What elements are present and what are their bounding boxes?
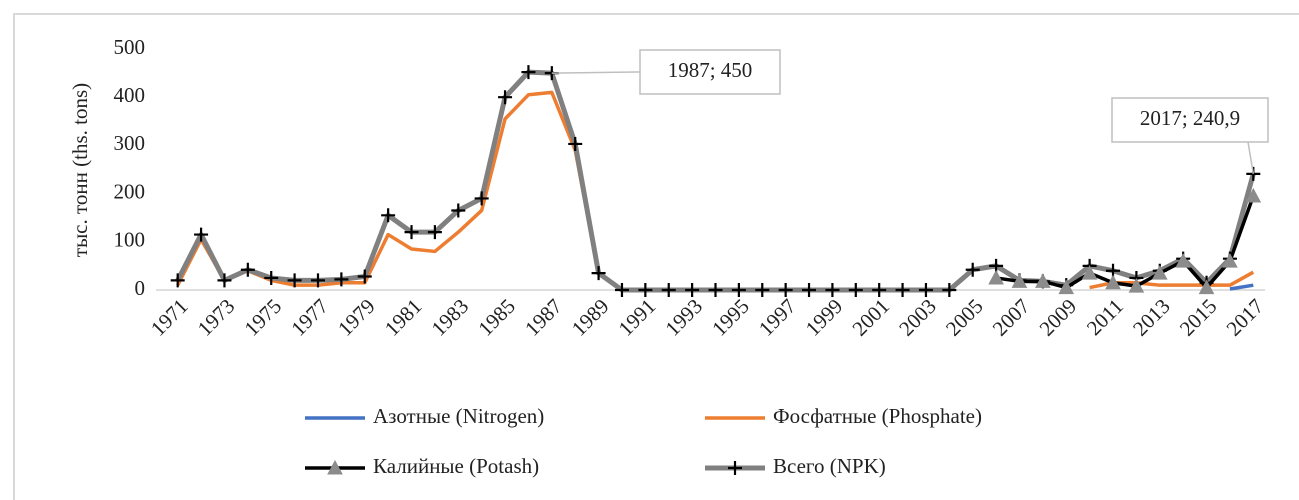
x-tick-label: 1987 xyxy=(520,294,567,341)
data-point xyxy=(287,273,302,288)
data-point xyxy=(825,283,840,297)
data-point xyxy=(802,283,817,297)
x-tick-label: 1975 xyxy=(239,294,286,341)
data-point xyxy=(848,283,863,297)
legend-label: Фосфатные (Phosphate) xyxy=(773,404,982,428)
x-tick-label: 1985 xyxy=(473,294,520,341)
data-point xyxy=(895,283,910,297)
x-tick-label: 1999 xyxy=(801,294,848,341)
data-point xyxy=(264,270,279,285)
legend-label: Всего (NPK) xyxy=(773,454,886,478)
data-point xyxy=(1222,253,1238,268)
data-point xyxy=(685,283,700,297)
data-point xyxy=(1128,278,1145,293)
data-point xyxy=(310,273,325,288)
annotation-text: 2017; 240,9 xyxy=(1140,106,1240,130)
data-point xyxy=(778,283,793,297)
y-tick-label: 200 xyxy=(114,179,146,203)
x-tick-label: 2009 xyxy=(1035,294,1082,341)
y-axis-label: тыс. тонн (ths. tons) xyxy=(68,83,92,257)
x-tick-label: 1983 xyxy=(427,294,474,341)
legend-marker xyxy=(327,459,343,475)
data-point xyxy=(194,227,209,242)
x-tick-label: 1973 xyxy=(193,294,240,341)
data-point xyxy=(334,272,349,287)
annotation-box xyxy=(639,49,781,95)
data-point xyxy=(614,283,629,297)
data-point xyxy=(1175,253,1191,268)
data-point xyxy=(357,269,372,284)
data-point xyxy=(381,208,396,223)
x-tick-label: 1981 xyxy=(380,294,427,341)
data-point xyxy=(965,262,980,277)
x-tick-label: 2015 xyxy=(1175,294,1222,341)
annotation-text: 1987; 450 xyxy=(668,58,753,82)
x-tick-label: 2003 xyxy=(894,294,941,341)
data-point xyxy=(638,283,653,297)
data-point xyxy=(918,283,933,297)
x-tick-label: 2011 xyxy=(1082,294,1128,340)
data-point xyxy=(591,266,606,281)
data-point xyxy=(731,283,746,297)
legend-label: Калийные (Potash) xyxy=(373,454,539,478)
annotation-box xyxy=(1111,97,1269,143)
data-point xyxy=(942,283,957,297)
y-tick-label: 0 xyxy=(135,276,146,300)
data-point xyxy=(1011,273,1028,288)
data-point xyxy=(1058,279,1075,295)
data-point xyxy=(474,191,489,206)
annotation-leader xyxy=(1247,141,1255,175)
annotation-leader xyxy=(551,71,641,74)
data-point xyxy=(661,283,676,297)
chart-frame xyxy=(13,13,1299,500)
x-tick-label: 2013 xyxy=(1128,294,1175,341)
x-tick-label: 1995 xyxy=(707,294,754,341)
data-point xyxy=(1151,265,1168,280)
legend-label: Азотные (Nitrogen) xyxy=(373,404,544,428)
y-tick-label: 500 xyxy=(114,35,146,59)
x-tick-label: 1979 xyxy=(333,294,380,341)
x-tick-label: 1989 xyxy=(567,294,614,341)
data-point xyxy=(427,225,442,240)
x-tick-label: 1991 xyxy=(614,294,661,341)
data-point xyxy=(755,283,770,297)
x-tick-label: 1993 xyxy=(660,294,707,341)
data-point xyxy=(708,283,723,297)
x-tick-label: 2001 xyxy=(847,294,894,341)
data-point xyxy=(872,283,887,297)
data-point xyxy=(1198,279,1215,295)
legend-marker xyxy=(728,461,742,475)
data-point xyxy=(498,90,513,105)
data-point xyxy=(1246,166,1261,181)
y-tick-label: 300 xyxy=(114,131,146,155)
data-point xyxy=(1081,265,1098,280)
data-point xyxy=(404,225,419,240)
x-tick-label: 1971 xyxy=(146,294,193,341)
x-tick-label: 1977 xyxy=(286,294,333,341)
data-point xyxy=(217,273,232,288)
data-point xyxy=(1035,273,1051,288)
series-line xyxy=(175,69,1256,293)
data-point xyxy=(170,273,185,288)
data-point xyxy=(568,136,583,151)
y-tick-label: 100 xyxy=(114,228,146,252)
data-point xyxy=(521,65,536,80)
x-tick-label: 2017 xyxy=(1222,294,1269,341)
data-point xyxy=(451,203,466,218)
data-point xyxy=(240,262,255,277)
x-tick-label: 2005 xyxy=(941,294,988,341)
x-tick-label: 1997 xyxy=(754,294,801,341)
series-line xyxy=(1229,283,1254,291)
y-tick-label: 400 xyxy=(114,83,146,107)
x-tick-label: 2007 xyxy=(988,294,1035,341)
data-point xyxy=(1245,187,1262,203)
series-line xyxy=(176,90,1255,292)
data-point xyxy=(1105,274,1121,290)
data-point xyxy=(988,269,1004,285)
